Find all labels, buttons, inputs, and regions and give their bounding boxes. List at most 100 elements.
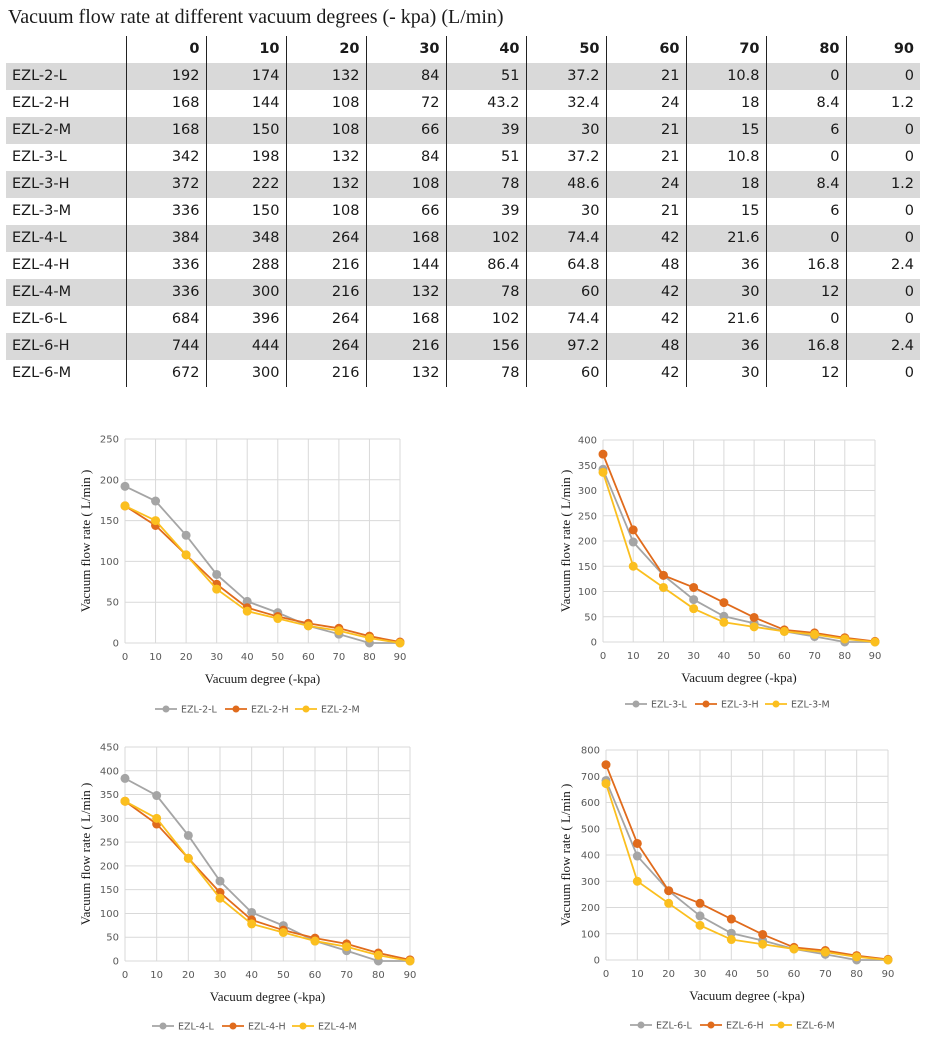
value-cell: 0 — [904, 149, 914, 165]
data-point — [628, 561, 638, 571]
x-tick-label: 90 — [394, 652, 407, 663]
y-axis-title: Vacuum flow rate ( L/min ) — [558, 470, 573, 613]
series-ezl-6-l — [601, 775, 893, 965]
data-point — [719, 617, 729, 627]
x-tick-label: 80 — [850, 969, 863, 980]
data-point — [689, 595, 699, 605]
x-tick-label: 0 — [122, 970, 128, 981]
value-cell: 15 — [686, 117, 767, 144]
legend-item: EZL-2-L — [155, 705, 218, 716]
value-cell: 342 — [126, 144, 207, 171]
value-cell: 74.4 — [526, 225, 607, 252]
value-cell: 37.2 — [526, 144, 607, 171]
value-cell: 21.6 — [686, 225, 767, 252]
data-point — [373, 950, 383, 960]
value-cell: 222 — [206, 171, 287, 198]
value-cell: 300 — [206, 279, 287, 306]
legend-item: EZL-3-H — [695, 700, 759, 711]
series-ezl-2-m — [120, 501, 405, 648]
x-axis-title: Vacuum degree (-kpa) — [681, 670, 797, 685]
data-point — [870, 637, 880, 647]
value-cell: 216 — [286, 252, 367, 279]
data-point — [601, 760, 611, 770]
table-row: EZL-6-L 684 396 264 168 102 74.4 42 21.6 0 0 — [6, 306, 920, 333]
value-cell: 168 — [366, 306, 447, 333]
column-header: 50 — [526, 36, 607, 63]
x-tick-label: 90 — [404, 970, 417, 981]
x-axis-title: Vacuum degree (-kpa) — [689, 988, 805, 1003]
value-cell: 1.2 — [846, 171, 920, 198]
value-cell: 132 — [366, 279, 447, 306]
value-cell: 16.8 — [766, 333, 847, 360]
legend-label: EZL-6-H — [726, 1021, 764, 1032]
value-cell: 10.8 — [686, 63, 767, 90]
y-tick-label: 100 — [100, 909, 119, 920]
legend-label: EZL-3-L — [651, 700, 688, 711]
series-line — [124, 505, 401, 644]
value-cell: 30 — [526, 117, 607, 144]
data-point — [215, 893, 225, 903]
data-point — [689, 582, 699, 592]
y-tick-label: 250 — [100, 838, 119, 849]
data-point — [601, 779, 611, 789]
legend-label: EZL-2-L — [181, 705, 218, 716]
model-cell: EZL-6-H — [6, 333, 127, 360]
value-cell: 39 — [446, 117, 527, 144]
data-point — [695, 898, 705, 908]
series-line — [124, 777, 410, 962]
value-cell: 2.4 — [890, 257, 914, 273]
data-point — [247, 919, 257, 929]
value-cell: 42 — [606, 279, 687, 306]
column-header: 10 — [206, 36, 287, 63]
chart-legend: EZL-2-L EZL-2-H EZL-2-M — [155, 705, 360, 716]
series-line — [124, 505, 401, 643]
value-cell: 42 — [606, 306, 687, 333]
x-tick-label: 40 — [725, 969, 738, 980]
x-tick-label: 70 — [340, 970, 353, 981]
y-tick-label: 200 — [578, 537, 597, 548]
value-cell: 48 — [606, 252, 687, 279]
y-tick-label: 250 — [100, 435, 119, 446]
value-cell: 42 — [606, 225, 687, 252]
x-tick-label: 30 — [687, 651, 700, 662]
value-cell: 264 — [286, 333, 367, 360]
y-tick-label: 200 — [581, 903, 600, 914]
data-point — [820, 947, 830, 957]
model-cell: EZL-2-L — [6, 63, 127, 90]
value-cell: 30 — [526, 198, 607, 225]
legend-item: EZL-6-M — [770, 1021, 835, 1032]
page-title: Vacuum flow rate at different vacuum deg… — [8, 6, 504, 28]
value-cell: 336 — [126, 252, 207, 279]
table-row: EZL-6-H 744 444 264 216 156 97.2 48 36 16.8 2.4 — [6, 333, 920, 360]
legend-item: EZL-2-M — [295, 705, 360, 716]
value-cell: 384 — [126, 225, 207, 252]
table-row: EZL-3-M 336 150 108 66 39 30 21 15 6 0 — [6, 198, 920, 225]
chart-legend: EZL-4-L EZL-4-H EZL-4-M — [152, 1022, 357, 1033]
data-point — [212, 569, 222, 579]
chart-ezl-2-svg: 0 50 100 150 200 250 0 10 20 30 40 50 60 70 80 90 Vacuum… — [78, 435, 407, 716]
model-cell: EZL-4-L — [6, 225, 127, 252]
data-point — [598, 449, 608, 459]
value-cell: 24 — [606, 171, 687, 198]
series-ezl-6-m — [601, 779, 893, 965]
value-cell: 66 — [366, 198, 447, 225]
data-point — [749, 622, 759, 632]
series-line — [605, 764, 889, 961]
y-tick-label: 450 — [100, 743, 119, 754]
value-cell: 64.8 — [526, 252, 607, 279]
value-cell: 132 — [286, 144, 367, 171]
value-cell: 48 — [606, 333, 687, 360]
x-tick-label: 20 — [662, 969, 675, 980]
table-corner-cell — [6, 36, 127, 63]
data-point — [726, 914, 736, 924]
value-cell: 132 — [286, 171, 367, 198]
value-cell: 30 — [686, 360, 767, 387]
data-point — [120, 773, 130, 783]
y-tick-label: 300 — [100, 814, 119, 825]
data-point — [181, 550, 191, 560]
value-cell: 132 — [286, 63, 367, 90]
data-point — [212, 584, 222, 594]
data-point — [215, 876, 225, 886]
legend-marker — [637, 1021, 645, 1029]
column-header: 40 — [446, 36, 527, 63]
